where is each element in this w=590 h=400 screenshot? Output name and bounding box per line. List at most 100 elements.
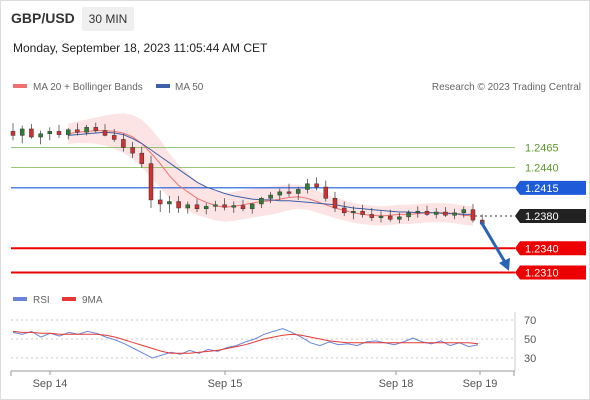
candle-body-bullish — [295, 189, 301, 194]
candle-body-bearish — [139, 152, 145, 164]
candle-body-bearish — [222, 204, 227, 208]
candle — [65, 128, 71, 140]
candle — [19, 125, 25, 144]
candle-body-bullish — [351, 210, 356, 214]
candle — [323, 180, 329, 202]
candle — [231, 201, 237, 213]
legend-rsi-label: RSI — [33, 295, 50, 306]
candle-body-bullish — [461, 209, 467, 214]
candle — [249, 203, 255, 214]
candle-body-bearish — [332, 198, 338, 209]
candle — [93, 122, 99, 133]
candle — [406, 210, 411, 221]
level-label-last: 1.2380 — [525, 211, 559, 223]
copyright-label: Research © 2023 Trading Central — [432, 82, 581, 93]
level-label-pivot: 1.2415 — [525, 183, 559, 195]
candle-body-bullish — [415, 210, 421, 214]
candle-body-bullish — [19, 128, 25, 136]
rsi-tick-label: 70 — [524, 315, 536, 327]
candle — [369, 207, 375, 221]
level-label-support: 1.2340 — [525, 243, 559, 255]
candle-body-bearish — [360, 210, 365, 215]
candle-body-bullish — [305, 183, 310, 190]
rsi-ma-line — [12, 330, 479, 354]
candle-body-bullish — [47, 131, 53, 135]
candle — [360, 204, 365, 218]
candle — [185, 201, 191, 214]
level-label-resistance: 1.2465 — [525, 143, 559, 155]
candle-body-bullish — [406, 212, 411, 218]
candle-body-bearish — [369, 214, 375, 218]
candle-body-bearish — [286, 191, 292, 194]
candle — [148, 155, 154, 208]
level-label-resistance: 1.2440 — [525, 163, 559, 175]
candle — [397, 212, 402, 224]
candle — [222, 198, 227, 211]
candle — [268, 191, 273, 204]
candle — [259, 196, 264, 208]
candle-body-bullish — [185, 204, 191, 209]
candle-body-bearish — [443, 211, 448, 216]
candle — [387, 209, 393, 222]
timeframe-selector[interactable]: 30 MIN — [82, 7, 134, 31]
candle — [415, 206, 421, 218]
candle-body-bearish — [176, 201, 181, 209]
candle — [203, 203, 209, 215]
candle-body-bearish — [148, 163, 154, 201]
candle — [130, 141, 135, 158]
candle-body-bearish — [121, 139, 126, 148]
candle-body-bearish — [341, 207, 347, 214]
level-tag-pivot — [515, 180, 586, 195]
candle — [277, 188, 283, 200]
candle — [295, 187, 301, 200]
candle — [452, 208, 457, 220]
candle-body-bullish — [231, 205, 237, 208]
symbol-label[interactable]: GBP/USD — [11, 10, 75, 26]
candle — [56, 124, 62, 138]
legend-ma50-swatch — [156, 84, 170, 88]
candle — [194, 199, 200, 213]
candle — [102, 124, 108, 137]
candle-body-bearish — [194, 204, 200, 210]
level-label-support: 1.2310 — [525, 268, 559, 280]
candle — [29, 124, 34, 139]
candle — [84, 124, 89, 136]
legend-main: MA 20 + Bollinger Bands MA 50 Research ©… — [13, 82, 581, 93]
candle — [332, 191, 338, 213]
candle-body-bearish — [240, 205, 246, 210]
forecast-arrow-head — [499, 257, 510, 271]
legend-9ma-label: 9MA — [82, 295, 103, 306]
candle — [286, 183, 292, 197]
candle-body-bullish — [433, 211, 439, 215]
candle-body-bullish — [268, 194, 273, 199]
candle-body-bearish — [130, 147, 135, 154]
candle — [157, 190, 163, 213]
candle-body-bearish — [111, 135, 117, 140]
candle-body-bearish — [470, 209, 476, 221]
candle-body-bullish — [397, 216, 402, 220]
candle — [470, 203, 476, 223]
candle — [10, 123, 16, 141]
candle-body-bullish — [203, 206, 209, 210]
candle-body-bearish — [93, 127, 99, 131]
legend-rsi-swatch — [13, 297, 27, 301]
candle — [167, 195, 172, 213]
candle — [121, 133, 126, 152]
candle — [424, 205, 430, 217]
candle-body-bearish — [102, 130, 108, 136]
candle — [240, 199, 246, 212]
legend-9ma-swatch — [62, 297, 76, 301]
candle — [305, 178, 310, 194]
candle — [38, 130, 43, 145]
legend-ma20-swatch — [13, 84, 27, 88]
forecast-arrow — [479, 220, 510, 271]
level-tag-support — [515, 241, 586, 256]
candle-body-bullish — [452, 212, 457, 216]
legend-rsi: RSI 9MA — [13, 295, 103, 306]
candle-body-bullish — [167, 201, 172, 205]
candle — [461, 206, 467, 218]
rsi-tick-label: 50 — [524, 334, 536, 346]
candle-body-bullish — [378, 215, 384, 218]
rsi-panel: 70 50 30 — [11, 315, 536, 365]
